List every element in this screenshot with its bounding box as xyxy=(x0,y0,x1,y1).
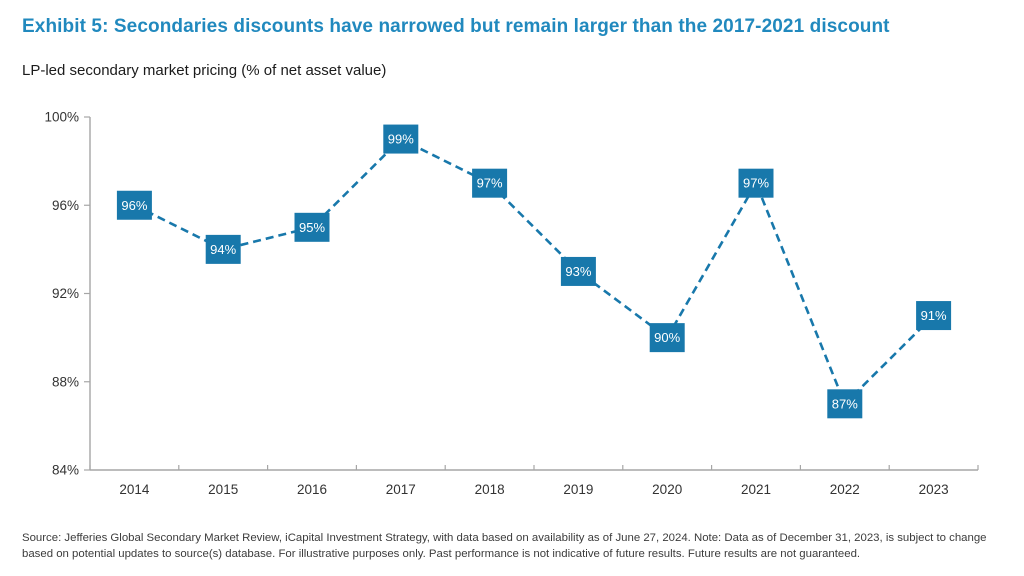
x-tick-label: 2022 xyxy=(830,482,860,497)
data-series-line xyxy=(133,137,935,407)
data-point-label: 90% xyxy=(654,330,680,345)
data-point-label: 91% xyxy=(921,308,947,323)
y-tick-label: 88% xyxy=(52,374,79,389)
data-point-marker xyxy=(649,323,685,353)
data-point-marker xyxy=(116,190,152,220)
x-tick-label: 2023 xyxy=(919,482,949,497)
data-point-marker xyxy=(294,212,330,242)
x-tick-label: 2021 xyxy=(741,482,771,497)
data-point-label: 95% xyxy=(299,220,325,235)
x-tick-label: 2019 xyxy=(563,482,593,497)
data-point-label: 97% xyxy=(477,176,503,191)
data-point-marker xyxy=(205,234,241,264)
data-point-marker xyxy=(383,124,419,154)
x-tick-label: 2018 xyxy=(475,482,505,497)
x-tick-label: 2020 xyxy=(652,482,682,497)
y-tick-label: 84% xyxy=(52,463,79,478)
x-tick-label: 2016 xyxy=(297,482,327,497)
x-tick-label: 2015 xyxy=(208,482,238,497)
x-tick-label: 2017 xyxy=(386,482,416,497)
y-tick-label: 96% xyxy=(52,198,79,213)
data-point-marker xyxy=(827,389,863,419)
data-point-label: 87% xyxy=(832,396,858,411)
data-point-label: 96% xyxy=(121,198,147,213)
data-point-marker xyxy=(738,168,774,198)
data-point-label: 99% xyxy=(388,132,414,147)
x-tick-label: 2014 xyxy=(119,482,150,497)
data-point-label: 94% xyxy=(210,242,236,257)
data-point-label: 93% xyxy=(565,264,591,279)
data-point-marker xyxy=(560,256,596,286)
data-point-marker xyxy=(472,168,508,198)
exhibit-title: Exhibit 5: Secondaries discounts have na… xyxy=(22,16,890,37)
data-point-marker xyxy=(916,301,952,331)
y-tick-label: 92% xyxy=(52,286,79,301)
y-tick-label: 100% xyxy=(44,110,79,125)
chart-subtitle: LP-led secondary market pricing (% of ne… xyxy=(22,62,387,79)
data-point-label: 97% xyxy=(743,176,769,191)
source-note: Source: Jefferies Global Secondary Marke… xyxy=(22,532,987,561)
